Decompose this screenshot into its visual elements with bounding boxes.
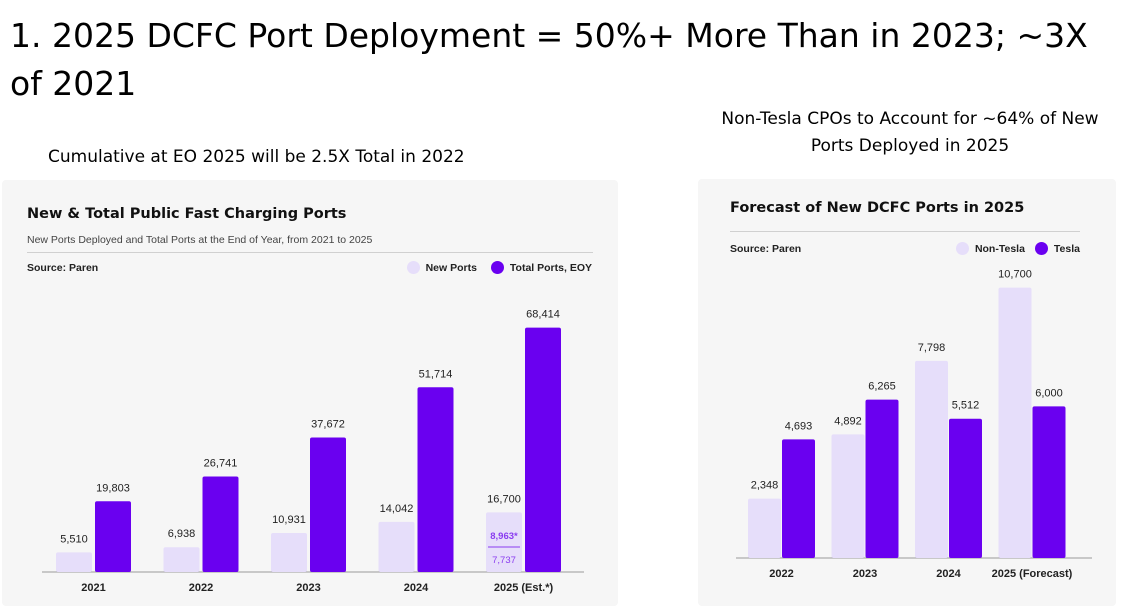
bar-tesla-2022 bbox=[782, 439, 815, 558]
ports-bar-chart: 5,510 19,803 2021 6,938 26,741 2022 10,931 37,6… bbox=[42, 309, 584, 594]
data-label: 19,803 bbox=[96, 482, 130, 494]
x-tick-label: 2025 (Est.*) bbox=[494, 582, 554, 594]
bar-new-ports-2023 bbox=[271, 532, 307, 572]
x-tick-label: 2023 bbox=[296, 582, 320, 594]
chart-legend: New Ports Total Ports, EOY bbox=[397, 261, 592, 274]
chart-title: New & Total Public Fast Charging Ports bbox=[27, 206, 347, 222]
data-label: 68,414 bbox=[526, 309, 560, 321]
legend-label: Total Ports, EOY bbox=[509, 261, 592, 274]
data-label: 4,892 bbox=[834, 415, 862, 427]
right-caption: Non-Tesla CPOs to Account for ~64% of Ne… bbox=[721, 109, 1099, 156]
data-label: 51,714 bbox=[419, 368, 453, 380]
ports-chart-panel: New & Total Public Fast Charging Ports N… bbox=[2, 180, 618, 606]
bar-total-ports-eoy-2024 bbox=[417, 387, 454, 572]
bar-tesla-2023 bbox=[865, 399, 899, 558]
data-label: 10,700 bbox=[998, 269, 1032, 281]
bar-new-ports-2022 bbox=[163, 547, 200, 572]
legend-swatch bbox=[1034, 242, 1048, 255]
x-tick-label: 2024 bbox=[404, 582, 429, 594]
data-label: 37,672 bbox=[311, 418, 345, 430]
bar-new-ports-2025-est- bbox=[486, 512, 522, 572]
legend-swatch bbox=[955, 242, 969, 255]
legend-label: Tesla bbox=[1053, 242, 1080, 255]
forecast-bar-chart: 2,348 4,693 2022 4,892 6,265 2023 7,798 5,512 20… bbox=[736, 269, 1092, 580]
chart-source: Source: Paren bbox=[730, 243, 802, 255]
legend-item-new-ports: New Ports bbox=[406, 261, 477, 274]
data-label: 6,938 bbox=[168, 528, 196, 540]
data-label: 6,265 bbox=[868, 381, 896, 393]
chart-subtitle: New Ports Deployed and Total Ports at th… bbox=[27, 234, 373, 246]
legend-label: Non-Tesla bbox=[974, 242, 1025, 255]
divider bbox=[27, 252, 593, 253]
x-tick-label: 2025 (Forecast) bbox=[992, 568, 1073, 580]
data-label: 5,512 bbox=[952, 400, 980, 412]
annotation-upper: 8,963* bbox=[490, 531, 518, 542]
legend-swatch bbox=[490, 261, 504, 274]
annotation-lower: 7,737 bbox=[492, 555, 516, 566]
legend-item-non-tesla: Non-Tesla bbox=[955, 242, 1025, 255]
data-label: 6,000 bbox=[1035, 387, 1063, 399]
x-tick-label: 2023 bbox=[853, 568, 877, 580]
divider bbox=[730, 231, 1080, 232]
bar-new-ports-2024 bbox=[378, 521, 415, 572]
x-tick-label: 2022 bbox=[189, 582, 213, 594]
bar-tesla-2024 bbox=[949, 418, 982, 558]
x-tick-label: 2021 bbox=[81, 582, 105, 594]
bar-total-ports-eoy-2023 bbox=[310, 437, 346, 572]
x-tick-label: 2022 bbox=[769, 568, 793, 580]
legend-label: New Ports bbox=[425, 261, 477, 274]
legend-item-total-ports: Total Ports, EOY bbox=[490, 261, 592, 274]
bar-new-ports-2021 bbox=[56, 552, 92, 572]
data-label: 4,693 bbox=[785, 420, 813, 432]
bar-total-ports-eoy-2025-est- bbox=[525, 327, 561, 572]
x-tick-label: 2024 bbox=[936, 568, 961, 580]
data-label: 26,741 bbox=[204, 457, 238, 469]
data-label: 14,042 bbox=[380, 503, 414, 515]
forecast-chart-panel: Forecast of New DCFC Ports in 2025 Sourc… bbox=[698, 179, 1116, 606]
bar-non-tesla-2023 bbox=[831, 434, 865, 558]
bar-total-ports-eoy-2022 bbox=[202, 476, 239, 572]
chart-title: Forecast of New DCFC Ports in 2025 bbox=[730, 200, 1025, 216]
data-label: 5,510 bbox=[60, 533, 88, 545]
data-label: 7,798 bbox=[918, 342, 946, 354]
bar-tesla-2025-forecast- bbox=[1032, 406, 1066, 558]
bar-total-ports-eoy-2021 bbox=[95, 501, 131, 572]
bar-non-tesla-2024 bbox=[915, 360, 948, 558]
legend-swatch bbox=[406, 261, 420, 274]
chart-source: Source: Paren bbox=[27, 262, 99, 274]
slide-title: 1. 2025 DCFC Port Deployment = 50%+ More… bbox=[10, 16, 1088, 103]
left-caption: Cumulative at EO 2025 will be 2.5X Total… bbox=[48, 147, 465, 167]
bar-non-tesla-2025-forecast- bbox=[998, 287, 1032, 558]
data-label: 10,931 bbox=[272, 514, 306, 526]
data-label: 16,700 bbox=[487, 493, 521, 505]
bar-non-tesla-2022 bbox=[748, 498, 781, 558]
data-label: 2,348 bbox=[751, 480, 779, 492]
legend-item-tesla: Tesla bbox=[1034, 242, 1080, 255]
chart-legend: Non-Tesla Tesla bbox=[946, 242, 1080, 255]
